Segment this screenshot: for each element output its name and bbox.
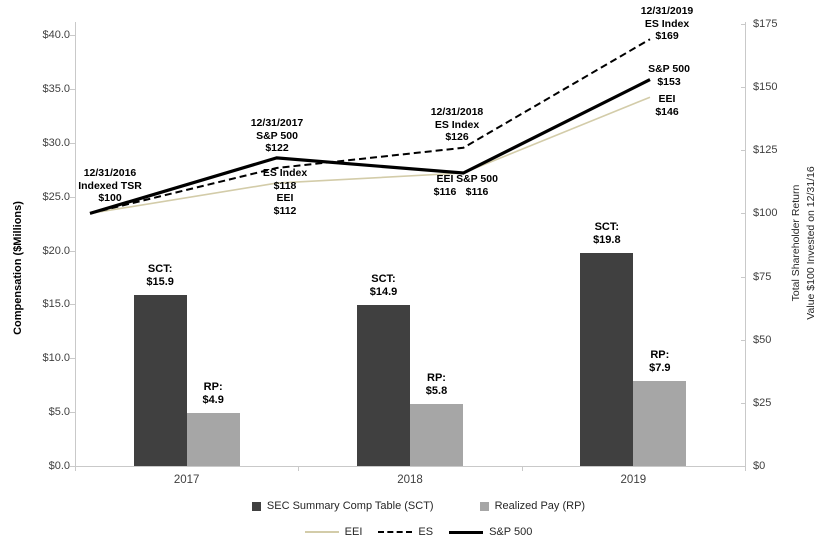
x-axis-category-label: 2017: [173, 474, 200, 486]
right-axis-tick-label: $125: [753, 144, 778, 157]
left-axis-title: Compensation ($Millions): [12, 201, 24, 335]
x-axis-category-label: 2019: [620, 474, 647, 486]
right-axis-tick-label: $50: [753, 333, 772, 346]
right-axis-tick-label: $150: [753, 81, 778, 94]
x-axis-tick: [75, 466, 76, 471]
bar-legend-item: SEC Summary Comp Table (SCT): [251, 500, 434, 512]
legend-line-swatch: [378, 531, 413, 533]
rp-bar: [410, 403, 463, 466]
right-axis-tick-label: $25: [753, 396, 772, 409]
sct-bar: [133, 294, 187, 466]
legend-square-swatch: [479, 501, 489, 511]
left-axis-tick: [70, 88, 75, 90]
right-axis-tick-label: $0: [753, 460, 766, 472]
line-annotation: 12/31/2017 S&P 500 $122: [250, 117, 304, 154]
right-axis-tick: [741, 213, 746, 215]
right-axis-tick: [741, 276, 746, 278]
right-axis-tick: [741, 466, 746, 467]
left-axis-tick-label: $20.0: [42, 244, 70, 257]
right-axis-tick: [741, 24, 746, 25]
line-legend-item: EEI: [304, 526, 363, 538]
left-axis-line: [75, 22, 76, 466]
left-axis-tick-label: $0.0: [48, 460, 70, 472]
line-annotation: EEI $146: [655, 93, 679, 118]
x-axis-tick: [298, 466, 300, 471]
legend-label: SEC Summary Comp Table (SCT): [266, 500, 434, 512]
right-axis-tick: [741, 402, 746, 404]
left-axis-tick: [70, 304, 75, 306]
right-axis-line: [745, 22, 746, 466]
left-axis-tick: [70, 250, 75, 252]
rp-bar: [186, 413, 240, 466]
right-axis-title-line1: Total Shareholder Return: [790, 184, 802, 302]
rp-bar-label: RP: $4.9: [202, 381, 224, 407]
bar-legend-item: Realized Pay (RP): [479, 500, 586, 512]
right-axis-tick-label: $75: [753, 270, 772, 283]
line-annotation: EEI $116: [433, 173, 457, 198]
line-legend-item: ES: [378, 526, 433, 538]
legend-label: Realized Pay (RP): [494, 500, 586, 512]
x-axis-category-label: 2018: [397, 474, 423, 486]
bar-legend: SEC Summary Comp Table (SCT) Realized Pay…: [0, 500, 837, 512]
rp-bar-label: RP: $5.8: [425, 371, 448, 397]
tsr-line-s-p-500: [89, 78, 651, 215]
line-annotation: ES Index $118 EEI $112: [262, 167, 308, 217]
right-axis-tick: [741, 339, 746, 341]
left-axis-tick-label: $25.0: [42, 190, 70, 203]
left-axis-tick-label: $35.0: [42, 82, 70, 95]
x-axis-tick: [521, 466, 523, 471]
x-axis-tick: [745, 466, 746, 471]
sct-bar: [580, 252, 634, 466]
left-axis-tick: [70, 35, 75, 36]
left-axis-tick-label: $30.0: [42, 136, 70, 149]
legend-label: EEI: [344, 526, 363, 538]
right-axis-tick-label: $175: [753, 18, 778, 30]
legend-square-swatch: [251, 501, 261, 511]
tsr-line-es: [89, 38, 651, 215]
left-axis-tick: [70, 466, 75, 467]
sct-bar-label: SCT: $19.8: [593, 220, 621, 246]
line-annotation: 12/31/2016 Indexed TSR $100: [78, 167, 142, 204]
sct-bar: [357, 305, 410, 466]
right-axis-tick-label: $100: [753, 207, 778, 220]
sct-bar-label: SCT: $14.9: [369, 273, 398, 299]
line-annotation: 12/31/2018 ES Index $126: [430, 106, 484, 143]
right-axis-tick: [741, 150, 746, 152]
right-axis-title-line2: Value $100 Invested on 12/31/16: [805, 166, 817, 320]
line-annotation: S&P 500 $153: [648, 63, 690, 88]
legend-label: S&P 500: [489, 526, 533, 538]
left-axis-tick-label: $5.0: [48, 406, 70, 419]
line-legend-item: S&P 500: [449, 526, 532, 538]
line-annotation: 12/31/2019 ES Index $169: [640, 5, 694, 42]
right-axis-tick: [741, 87, 746, 89]
sct-bar-label: SCT: $15.9: [146, 262, 174, 288]
legend-line-swatch: [304, 531, 339, 533]
left-axis-tick: [70, 142, 75, 144]
line-legend: EEI ES S&P 500: [0, 526, 837, 538]
rp-bar: [633, 380, 687, 466]
rp-bar-label: RP: $7.9: [649, 348, 671, 374]
x-axis-line: [75, 466, 746, 467]
tsr-line-eei: [89, 96, 651, 215]
left-axis-tick-label: $40.0: [42, 29, 70, 41]
left-axis-tick: [70, 196, 75, 198]
left-axis-tick: [70, 358, 75, 360]
right-axis-title: Total Shareholder Return Value $100 Inve…: [789, 83, 819, 403]
line-annotation: S&P 500 $116: [456, 173, 498, 198]
left-axis-tick-label: $15.0: [42, 298, 70, 311]
left-axis-tick-label: $10.0: [42, 352, 70, 365]
legend-label: ES: [418, 526, 434, 538]
legend-line-swatch: [449, 530, 484, 534]
left-axis-tick: [70, 412, 75, 414]
